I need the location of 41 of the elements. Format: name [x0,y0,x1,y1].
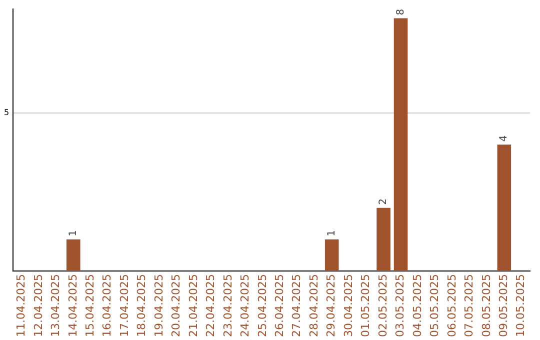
bar [324,239,339,272]
x-tick-label: 09.05.2025 [497,274,510,338]
x-tick-label: 12.04.2025 [32,274,45,338]
x-tick-label: 02.05.2025 [376,274,390,338]
x-tick-label: 22.04.2025 [204,274,218,338]
x-tick-label: 14.04.2025 [66,274,80,338]
x-tick-label: 25.04.2025 [256,274,269,338]
x-tick-label: 26.04.2025 [273,274,286,338]
x-tick-label: 07.05.2025 [462,274,476,338]
x-tick-label: 23.04.2025 [221,274,234,338]
data-label: 8 [395,8,406,16]
x-tick-label: 01.05.2025 [359,274,372,338]
data-label: 4 [498,135,510,142]
data-label: 2 [378,198,390,205]
x-tick-label: 17.04.2025 [118,274,131,338]
x-tick-label: 13.04.2025 [49,274,62,338]
x-tick-label: 05.05.2025 [428,274,442,338]
x-tick-label: 21.04.2025 [186,274,200,338]
y-tick-label: 5 [4,108,10,118]
x-tick-label: 27.04.2025 [290,274,304,338]
data-label: 1 [68,230,79,236]
x-tick-label: 16.04.2025 [100,274,114,338]
x-tick-label: 10.05.2025 [514,274,528,338]
bar [394,18,408,272]
x-tick-label: 11.04.2025 [14,274,28,338]
x-tick-label: 06.05.2025 [445,274,458,338]
x-tick-label: 08.05.2025 [480,274,493,338]
x-tick-label: 04.05.2025 [410,274,424,338]
x-tick-label: 20.04.2025 [170,274,183,338]
x-tick-label: 18.04.2025 [135,274,148,338]
x-tick-label: 19.04.2025 [152,274,166,338]
bar [66,239,80,272]
x-tick-label: 03.05.2025 [394,274,407,338]
data-label: 1 [326,230,338,236]
x-tick-label: 24.04.2025 [238,274,252,338]
x-tick-label: 30.04.2025 [342,274,355,338]
x-tick-label: 28.04.2025 [307,274,320,338]
bar [497,144,512,272]
x-tick-label: 15.04.2025 [83,274,96,338]
x-tick-label: 29.04.2025 [324,274,338,338]
bar [376,208,390,272]
